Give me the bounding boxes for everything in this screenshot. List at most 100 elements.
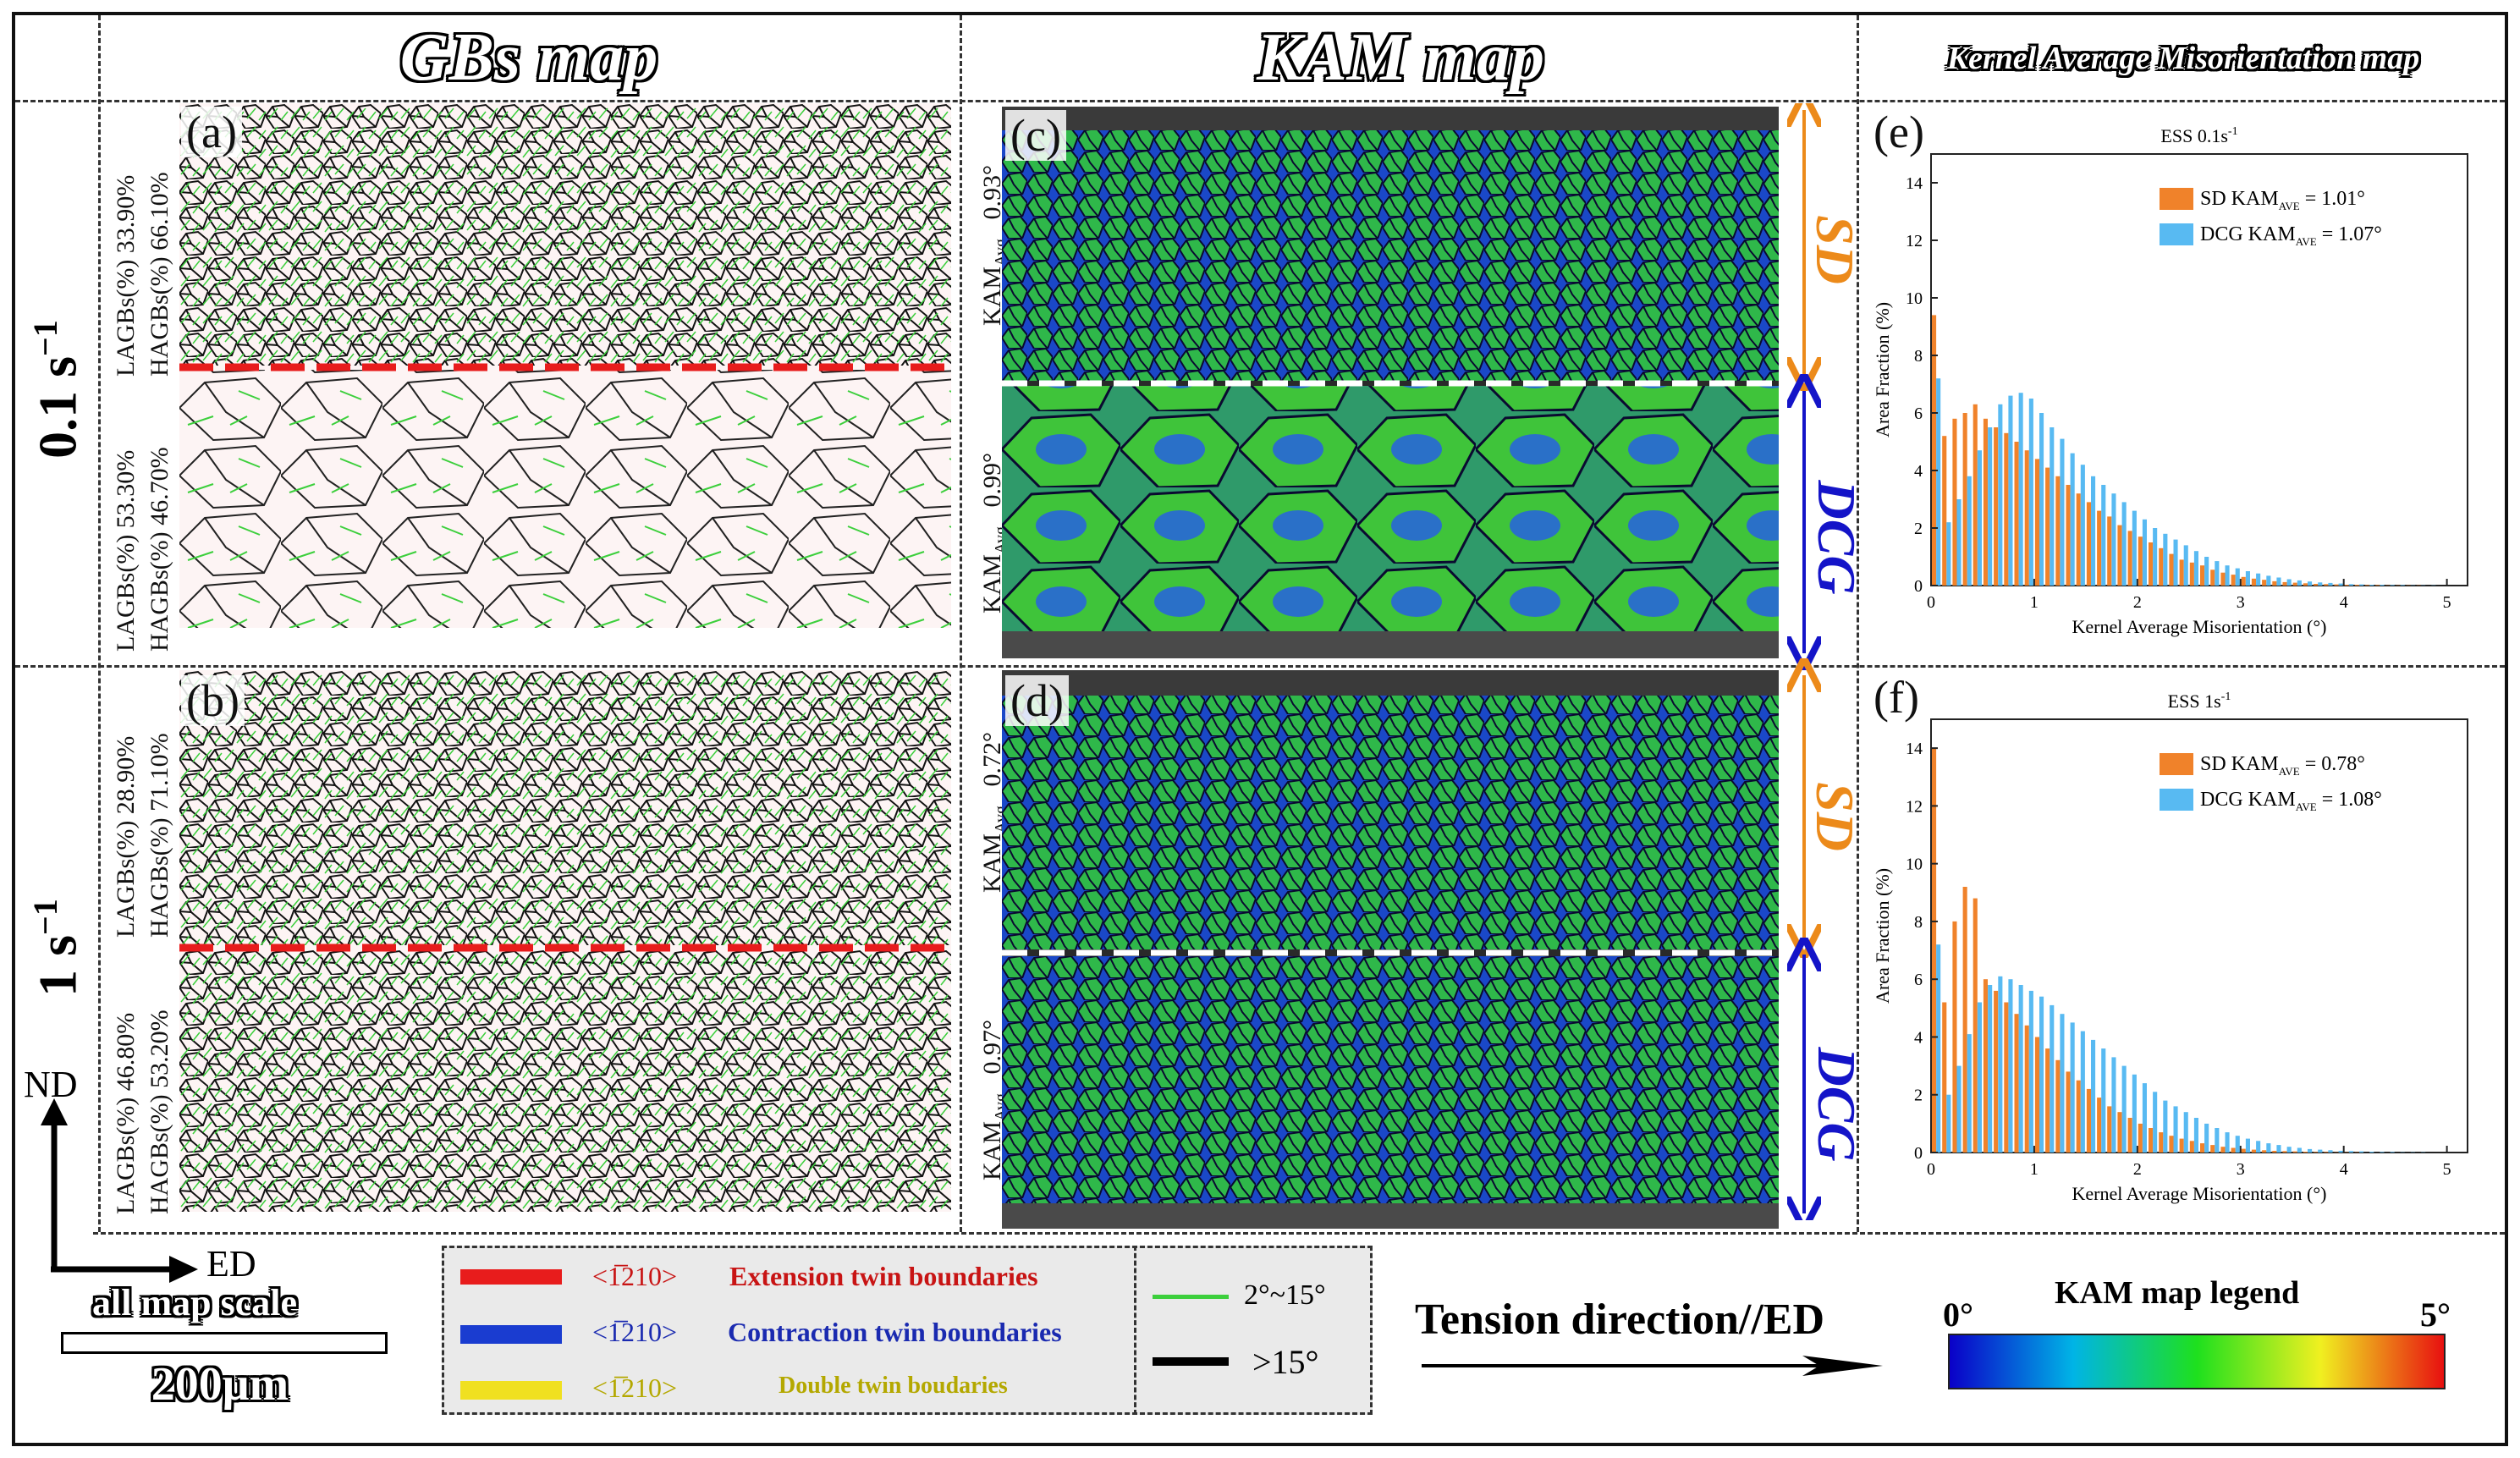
bar-dcg-33 — [2276, 1145, 2281, 1153]
bar-sd-29 — [2231, 575, 2236, 586]
bar-dcg-41 — [2359, 584, 2364, 586]
bar-dcg-9 — [2028, 399, 2033, 586]
bar-sd-40 — [2344, 585, 2349, 586]
bar-sd-43 — [2375, 585, 2380, 586]
bar-dcg-22 — [2163, 533, 2168, 586]
tension-label: Tension direction//ED — [1415, 1296, 1824, 1344]
bar-dcg-14 — [2080, 1031, 2085, 1153]
chart-title: ESS 1s-1 — [2168, 690, 2231, 712]
bar-dcg-44 — [2390, 1152, 2395, 1153]
bar-dcg-16 — [2101, 485, 2106, 586]
x-tick-label-1: 1 — [2030, 1160, 2039, 1179]
stat-a-bot-lagb: LAGBs(%) 53.30% — [112, 449, 140, 652]
x-tick-label-0: 0 — [1927, 1160, 1935, 1179]
bar-dcg-7 — [2008, 979, 2013, 1153]
legend-divider — [1134, 1246, 1136, 1415]
bar-dcg-31 — [2256, 573, 2261, 586]
legend-sub-0: AVE — [2279, 765, 2300, 778]
bar-sd-24 — [2179, 559, 2184, 586]
legend-label-1: DCG KAMAVE = 1.07° — [2200, 223, 2382, 248]
bar-dcg-30 — [2245, 1138, 2250, 1153]
bar-sd-15 — [2086, 1088, 2091, 1153]
grid-line-header — [15, 100, 2505, 102]
bar-sd-13 — [2066, 1071, 2071, 1153]
bar-dcg-45 — [2400, 585, 2405, 586]
gb-texture-a — [179, 103, 951, 628]
figure-frame — [12, 12, 2508, 1446]
legend-label-0: SD KAMAVE = 0.78° — [2200, 753, 2365, 778]
bar-sd-2 — [1952, 418, 1957, 586]
bar-dcg-14 — [2080, 465, 2085, 586]
x-tick-label-5: 5 — [2443, 593, 2451, 612]
bar-sd-15 — [2086, 502, 2091, 586]
bar-dcg-26 — [2204, 557, 2209, 586]
y-tick-label-1: 2 — [1914, 1087, 1923, 1105]
bar-dcg-13 — [2070, 1022, 2075, 1153]
bar-sd-37 — [2314, 584, 2319, 586]
hagb-swatch — [1153, 1357, 1229, 1366]
bar-sd-10 — [2034, 1037, 2039, 1153]
bar-sd-22 — [2159, 1132, 2164, 1153]
bar-dcg-43 — [2380, 1152, 2385, 1153]
bar-sd-3 — [1962, 887, 1967, 1153]
bar-sd-6 — [1994, 427, 1999, 586]
nd-ed-axes — [41, 1098, 198, 1283]
panel-label-b: (b) — [181, 675, 245, 726]
bar-sd-22 — [2159, 547, 2164, 586]
y-tick-label-3: 6 — [1914, 404, 1923, 423]
bar-dcg-37 — [2318, 582, 2323, 586]
y-tick-label-4: 8 — [1914, 347, 1923, 366]
bar-dcg-0 — [1936, 378, 1941, 586]
bar-sd-33 — [2272, 580, 2277, 586]
x-tick-label-2: 2 — [2133, 593, 2142, 612]
kam-colorbar — [1948, 1334, 2446, 1389]
bar-dcg-35 — [2297, 1147, 2302, 1153]
kam-legend-min: 0° — [1943, 1296, 1973, 1334]
x-tick-label-2: 2 — [2133, 1160, 2142, 1179]
stat-a-bot-hagb: HAGBs(%) 46.70% — [146, 447, 173, 652]
bar-dcg-38 — [2328, 582, 2333, 586]
bar-dcg-11 — [2050, 427, 2055, 586]
bar-dcg-9 — [2028, 990, 2033, 1153]
bar-sd-30 — [2241, 1148, 2246, 1153]
bar-sd-14 — [2076, 493, 2081, 586]
bar-sd-0 — [1932, 315, 1937, 586]
bar-sd-21 — [2149, 542, 2154, 586]
bar-dcg-42 — [2369, 1152, 2374, 1153]
bar-sd-35 — [2292, 582, 2297, 586]
bar-dcg-4 — [1977, 1002, 1982, 1153]
bar-sd-42 — [2365, 585, 2370, 586]
bar-sd-10 — [2034, 459, 2039, 586]
y-tick-label-0: 0 — [1914, 577, 1923, 596]
legend-swatch-0 — [2160, 188, 2193, 210]
bar-sd-2 — [1952, 921, 1957, 1153]
gb-texture-b — [179, 670, 951, 1212]
header-kernel-map: Kernel Average Misorientation map — [1946, 41, 2420, 76]
header-gbs-map: GBs map — [399, 20, 658, 95]
legend-sub-1: AVE — [2296, 801, 2317, 813]
bar-dcg-13 — [2070, 453, 2075, 586]
chart-title: ESS 0.1s-1 — [2160, 125, 2237, 146]
legend-sub-1: AVE — [2296, 235, 2317, 248]
bar-sd-11 — [2045, 1048, 2050, 1153]
bar-dcg-12 — [2060, 438, 2065, 586]
bar-sd-38 — [2324, 584, 2329, 586]
bar-sd-28 — [2220, 1147, 2226, 1153]
stat-b-top-lagb: LAGBs(%) 28.90% — [112, 735, 140, 938]
bar-dcg-15 — [2091, 1039, 2096, 1153]
bar-sd-35 — [2292, 1151, 2297, 1153]
bar-dcg-44 — [2390, 585, 2395, 586]
bar-sd-18 — [2117, 525, 2122, 586]
bar-sd-8 — [2014, 442, 2019, 586]
bar-dcg-7 — [2008, 395, 2013, 586]
gb-map-b — [179, 670, 951, 1212]
bar-dcg-6 — [1998, 404, 2003, 586]
bar-dcg-3 — [1967, 476, 1972, 586]
bar-sd-14 — [2076, 1080, 2081, 1153]
bar-sd-37 — [2314, 1152, 2319, 1153]
x-tick-label-5: 5 — [2443, 1160, 2451, 1179]
bar-dcg-5 — [1988, 985, 1993, 1153]
lagb-label: 2°~15° — [1244, 1279, 1326, 1311]
legend-label-0: SD KAMAVE = 1.01° — [2200, 188, 2365, 212]
bar-dcg-19 — [2132, 510, 2137, 586]
